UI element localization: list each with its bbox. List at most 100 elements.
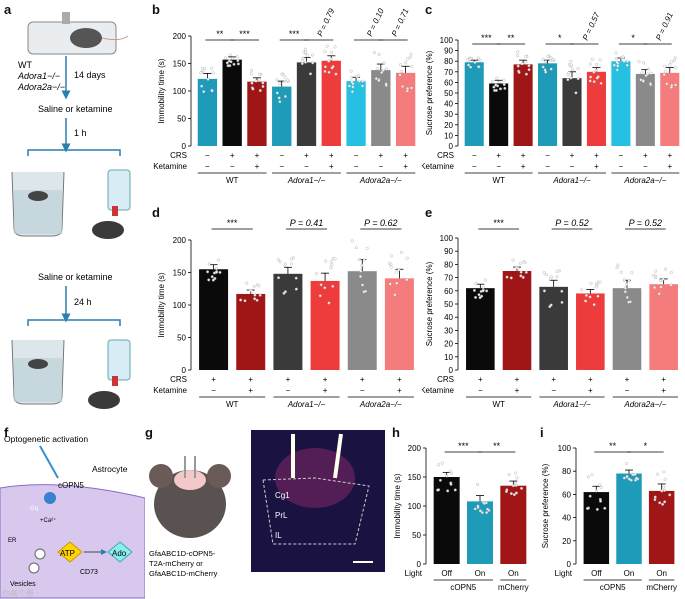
bar-A1-2 xyxy=(562,78,582,146)
data-point xyxy=(654,269,658,273)
data-point xyxy=(211,71,215,75)
data-point xyxy=(552,58,556,62)
region-cg1: Cg1 xyxy=(275,491,290,500)
factor-cell: + xyxy=(570,151,575,160)
factor-cell: + xyxy=(329,162,334,171)
bar-WT-2 xyxy=(222,59,242,146)
data-point xyxy=(633,472,637,476)
factor-cell: On xyxy=(508,569,519,578)
y-tick-label: 150 xyxy=(408,473,422,482)
factor-cell: − xyxy=(279,151,284,160)
step-saline-ketamine-2: Saline or ketamine xyxy=(38,272,113,282)
data-point xyxy=(660,489,664,493)
data-point xyxy=(543,68,547,72)
data-point xyxy=(569,76,573,80)
bar-mCherry-On xyxy=(500,485,527,564)
factor-cell: − xyxy=(643,162,648,171)
data-point xyxy=(616,263,620,267)
data-point xyxy=(200,84,204,88)
data-point xyxy=(476,504,480,508)
panel-label-c: c xyxy=(425,2,433,17)
data-point xyxy=(210,66,214,70)
y-tick-label: 100 xyxy=(440,234,454,243)
data-point xyxy=(406,86,410,90)
data-point xyxy=(514,471,518,475)
data-point xyxy=(372,51,376,55)
data-point xyxy=(448,469,452,473)
bar-A2a-1 xyxy=(346,81,366,146)
y-tick-label: 0 xyxy=(182,366,187,375)
y-tick-label: 100 xyxy=(173,87,187,96)
data-point xyxy=(627,300,631,304)
y-tick-label: 0 xyxy=(182,142,187,151)
data-point xyxy=(400,70,404,74)
vesicles-label: Vesicles xyxy=(10,581,36,588)
data-point xyxy=(625,282,629,286)
factor-cell: + xyxy=(255,162,260,171)
data-point xyxy=(657,292,661,296)
data-point xyxy=(662,470,666,474)
bar-A2a-3 xyxy=(660,72,680,146)
data-point xyxy=(347,84,351,88)
data-point xyxy=(261,84,265,88)
data-point xyxy=(327,59,331,63)
significance-label: P = 0.62 xyxy=(364,218,397,228)
data-point xyxy=(275,78,279,82)
data-point xyxy=(480,511,484,515)
mouse-icon-2 xyxy=(88,391,120,409)
data-point xyxy=(664,70,668,74)
data-point xyxy=(387,261,391,265)
data-point xyxy=(483,278,487,282)
p-value-label: P = 0.10 xyxy=(365,7,386,38)
panel-label-d: d xyxy=(152,205,160,220)
data-point xyxy=(217,258,221,262)
data-point xyxy=(493,88,497,92)
data-point xyxy=(523,60,527,64)
y-tick-label: 90 xyxy=(444,47,453,56)
significance-label: P = 0.52 xyxy=(629,218,662,228)
watermark-text: 你高个患 xyxy=(2,588,34,598)
bar-cOPN5-Off xyxy=(583,492,610,564)
y-tick-label: 100 xyxy=(173,301,187,310)
y-axis-label: Sucrose preference (%) xyxy=(425,261,434,346)
factor-cell: + xyxy=(378,151,383,160)
data-point xyxy=(314,272,318,276)
factor-cell: + xyxy=(230,151,235,160)
data-point xyxy=(589,281,593,285)
bar-A2a-1 xyxy=(612,288,642,370)
data-point xyxy=(399,63,403,67)
data-point xyxy=(283,75,287,79)
data-point xyxy=(621,55,625,59)
y-tick-label: 90 xyxy=(444,247,453,256)
data-point xyxy=(504,490,508,494)
data-point xyxy=(405,256,409,260)
bar-A2a-3 xyxy=(395,72,416,146)
group-label: Adora2a−/− xyxy=(623,400,666,409)
data-point xyxy=(518,261,522,265)
panel-label-h: h xyxy=(392,425,400,440)
factor-cell: + xyxy=(248,375,253,384)
data-point xyxy=(625,474,629,478)
group-label: mCherry xyxy=(646,583,677,592)
factor-label-ketamine: Ketamine xyxy=(153,386,187,395)
significance-label: *** xyxy=(227,218,238,228)
data-point xyxy=(527,68,531,72)
data-point xyxy=(653,495,657,499)
data-point xyxy=(229,60,233,64)
data-point xyxy=(473,507,477,511)
data-point xyxy=(398,73,402,77)
data-point xyxy=(359,269,363,273)
data-point xyxy=(301,56,305,60)
data-point xyxy=(524,72,528,76)
data-point xyxy=(254,79,258,83)
data-point xyxy=(595,507,599,511)
y-tick-label: 10 xyxy=(444,353,453,362)
data-point xyxy=(516,266,520,270)
data-point xyxy=(656,472,660,476)
data-point xyxy=(385,67,389,71)
factor-cell: + xyxy=(515,375,520,384)
y-tick-label: 60 xyxy=(444,78,453,87)
data-point xyxy=(496,84,500,88)
schematic-a: WT Adora1−/− Adora2a−/− 14 days Saline o… xyxy=(11,12,131,409)
factor-label-light: Light xyxy=(405,569,423,578)
